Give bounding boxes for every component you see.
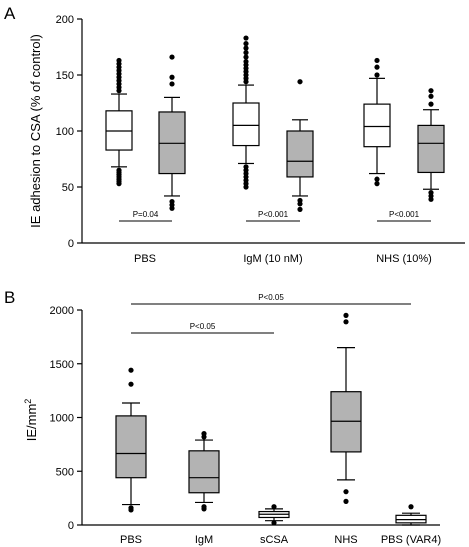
panel-b-box-4-outlier (408, 504, 414, 510)
panel-b-box-0-outlier (128, 381, 134, 387)
panel-b-y-tick-label: 1000 (50, 413, 74, 425)
panel-a-box-4-outlier (374, 72, 380, 78)
panel-b-y-tick-label: 2000 (50, 305, 74, 317)
panel-a-box-3-outlier (297, 197, 303, 204)
panel-a-box-0-outlier (116, 167, 122, 173)
panel-b-y-tick-label: 0 (68, 520, 74, 532)
panel-a-y-tick-label: 100 (56, 126, 74, 138)
panel-a-box-3-box (286, 130, 314, 178)
panel-b-box-3-outlier (343, 489, 349, 495)
panel-b-x-tick-label: IgM (195, 534, 213, 546)
panel-a-box-1-outlier (169, 54, 175, 60)
panel-a-box-2-outlier (243, 35, 249, 41)
panel-b-significance-label: P<0.05 (258, 293, 284, 302)
panel-a-box-4-outlier (374, 176, 380, 182)
panel-a-box-2-outlier (243, 58, 249, 65)
panel-b-box-2-outlier (271, 520, 277, 526)
panel-b-box-1-box (188, 450, 220, 494)
panel-b-y-tick-label: 1500 (50, 359, 74, 371)
panel-b-box-2-outlier (271, 504, 277, 510)
panel-a-significance-label: P<0.001 (389, 210, 420, 219)
panel-a-box-1-outlier (169, 74, 175, 80)
panel-a-box-2-outlier (243, 41, 249, 47)
panel-a-box-3-outlier (297, 206, 303, 212)
panel-b: 0 500 1000 1500 2000 PBS IgM sCSA NHS PBS (VAR4) P… (50, 293, 442, 546)
panel-a-box-2-outlier (243, 45, 249, 51)
panel-b-y-axis-label: IE/mm2 (23, 399, 39, 442)
panel-b-box-0-outlier (128, 505, 134, 511)
panel-a-box-4-box (363, 103, 391, 148)
panel-a-label: A (4, 4, 16, 23)
panel-a: 0 50 100 150 200 PBS IgM (10 nM) NHS (10%) P=0.0… (56, 14, 465, 265)
panel-b-box-3-outlier (343, 498, 349, 504)
panel-b-significance-label: P<0.05 (190, 322, 216, 331)
panel-b-box-3-outlier (343, 319, 349, 325)
panel-a-box-5-outlier (428, 88, 434, 94)
panel-a-box-2-outlier (243, 50, 249, 56)
panel-b-box-1-outlier (201, 504, 207, 510)
panel-a-box-5-outlier (428, 93, 434, 99)
panel-b-x-tick-label: PBS (120, 534, 142, 546)
panel-b-y-tick-label: 500 (56, 466, 74, 478)
panel-a-box-4-outlier (374, 181, 380, 187)
panel-b-x-tick-label: NHS (334, 534, 357, 546)
panel-a-box-1-outlier (169, 198, 175, 205)
panel-a-x-tick-label: IgM (10 nM) (243, 253, 302, 265)
panel-a-y-tick-label: 150 (56, 70, 74, 82)
panel-b-x-tick-label: PBS (VAR4) (381, 534, 441, 546)
panel-b-box-3-outlier (343, 312, 349, 318)
panel-b-box-1-outlier (201, 431, 207, 437)
panel-b-y-axis-label-superscript: 2 (23, 399, 33, 404)
panel-a-box-5-box (417, 124, 445, 174)
panel-a-box-4-outlier (374, 64, 380, 70)
panel-a-significance-label: P=0.04 (133, 210, 159, 219)
panel-a-x-tick-label: NHS (10%) (376, 253, 432, 265)
panel-a-box-5-outlier (428, 190, 434, 196)
panel-a-box-4-outlier (374, 57, 380, 64)
panel-b-box-0-outlier (128, 367, 134, 373)
panel-a-box-2-box (232, 102, 260, 147)
panel-a-x-tick-label: PBS (134, 253, 156, 265)
panel-a-y-tick-label: 0 (68, 238, 74, 250)
panel-a-box-0-outlier (116, 57, 122, 64)
panel-a-y-tick-label: 200 (56, 14, 74, 26)
panel-a-box-1-outlier (169, 81, 175, 87)
panel-a-box-2-outlier (243, 164, 249, 170)
panel-b-box-0-box (115, 415, 147, 479)
panel-b-x-tick-label: sCSA (260, 534, 289, 546)
panel-b-label: B (4, 288, 15, 307)
panel-a-box-3-outlier (297, 79, 303, 85)
panel-a-y-axis-label: IE adhesion to CSA (% of control) (28, 34, 43, 228)
panel-a-box-2-outlier (243, 54, 249, 60)
panel-a-box-5-outlier (428, 101, 434, 107)
panel-a-significance-label: P<0.001 (258, 210, 289, 219)
panel-b-y-axis-label-main: IE/mm (24, 404, 39, 442)
panel-a-y-tick-label: 50 (62, 182, 74, 194)
